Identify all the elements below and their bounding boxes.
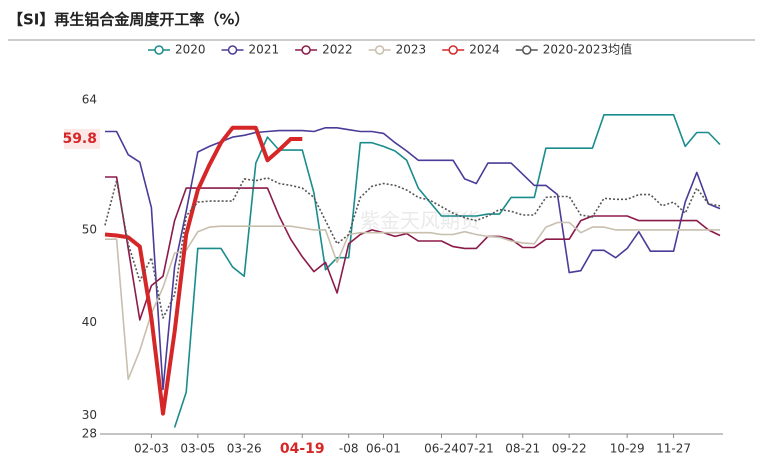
x-tick-label: 02-03 bbox=[134, 442, 169, 456]
highlight-box bbox=[64, 128, 100, 149]
legend-label: 2020 bbox=[175, 43, 206, 57]
highlight-value: 59.8 bbox=[62, 131, 97, 147]
series-line bbox=[105, 221, 720, 381]
legend-label: 2021 bbox=[249, 43, 280, 57]
legend-marker bbox=[227, 45, 238, 55]
x-tick-label: 06-01 bbox=[366, 442, 401, 456]
chart-title: 【SI】再生铝合金周度开工率（%） bbox=[8, 11, 249, 29]
legend-marker bbox=[448, 45, 458, 55]
x-tick-label: -08 bbox=[339, 442, 359, 456]
x-tick-label: 04-19 bbox=[280, 441, 325, 457]
y-tick-label: 50 bbox=[82, 222, 97, 236]
legend-marker bbox=[374, 45, 385, 55]
series-line bbox=[105, 176, 721, 321]
legend-label: 2024 bbox=[469, 43, 500, 57]
legend-marker bbox=[154, 45, 164, 55]
series-line bbox=[104, 125, 303, 416]
series-line bbox=[105, 127, 721, 391]
legend-marker bbox=[301, 45, 311, 55]
legend-label: 2020-2023均值 bbox=[543, 42, 632, 57]
y-tick-label: 28 bbox=[82, 427, 97, 441]
y-tick-label: 40 bbox=[82, 315, 97, 329]
legend-label: 2022 bbox=[322, 43, 353, 57]
series-line bbox=[173, 114, 721, 428]
x-tick-label: 09-22 bbox=[552, 442, 587, 456]
series-line bbox=[104, 177, 721, 319]
x-tick-label: 06-24 bbox=[424, 442, 459, 456]
x-tick-label: 07-21 bbox=[459, 442, 494, 456]
x-tick-label: 10-29 bbox=[610, 442, 645, 456]
watermark: 紫金天风期货 bbox=[360, 209, 480, 233]
y-tick-label: 30 bbox=[82, 408, 97, 422]
y-tick-label: 64 bbox=[82, 93, 97, 107]
x-tick-label: 03-05 bbox=[180, 442, 215, 456]
x-tick-label: 11-27 bbox=[656, 442, 691, 456]
x-tick-label: 08-21 bbox=[505, 442, 540, 456]
x-tick-label: 03-26 bbox=[227, 442, 262, 456]
legend-marker bbox=[521, 45, 532, 55]
legend-label: 2023 bbox=[396, 43, 427, 57]
